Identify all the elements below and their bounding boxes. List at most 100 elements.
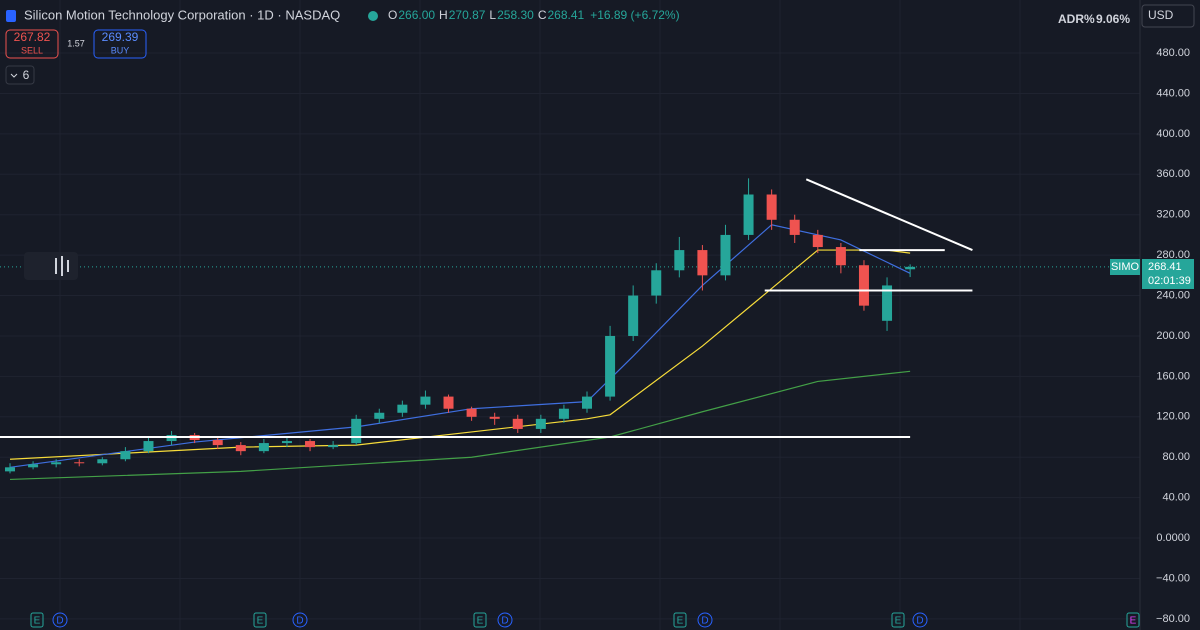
event-label: D xyxy=(296,616,303,627)
candle-body xyxy=(5,467,15,472)
candle-body xyxy=(143,441,154,452)
symbol-title: Silicon Motion Technology Corporation · … xyxy=(24,7,340,22)
candle-body xyxy=(651,270,662,296)
candle-body xyxy=(674,250,685,271)
candle-body xyxy=(235,445,246,452)
buy-button[interactable] xyxy=(93,29,147,59)
y-tick-label: 0.0000 xyxy=(1156,532,1190,544)
dividend-marker xyxy=(912,612,928,628)
candle-body xyxy=(374,412,385,419)
candle-body xyxy=(535,418,546,429)
trend-line xyxy=(805,178,973,252)
ohlc-value: 266.00 xyxy=(398,8,435,22)
badge-countdown: 02:01:39 xyxy=(1148,275,1191,287)
y-tick-label: 240.00 xyxy=(1156,289,1190,301)
candle-body xyxy=(605,335,616,397)
y-tick-label: 320.00 xyxy=(1156,209,1190,221)
candle-body xyxy=(582,396,592,409)
ohlc-key: C xyxy=(538,8,547,22)
candle-body xyxy=(812,234,823,248)
indicators-toggle[interactable] xyxy=(5,65,35,85)
candle-body xyxy=(443,396,454,409)
candle-body xyxy=(766,194,777,220)
drag-widget[interactable] xyxy=(24,252,78,280)
buy-price: 269.39 xyxy=(102,30,139,44)
candle-body xyxy=(351,418,362,444)
ohlc: O 266.00 H 270.87 L 258.30 C 268.41 xyxy=(388,8,585,22)
spread: 1.57 xyxy=(67,38,85,48)
candle-body xyxy=(166,434,177,442)
ohlc-value: 268.41 xyxy=(547,8,584,22)
sell-label: SELL xyxy=(21,45,43,55)
earnings-marker xyxy=(30,612,44,628)
candle-body xyxy=(789,219,800,235)
candle-body xyxy=(281,441,292,444)
change: +16.89 (+6.72%) xyxy=(590,8,679,22)
price-badge: SIMO 268.41 02:01:39 xyxy=(1110,259,1194,289)
candle-body xyxy=(720,234,731,276)
candle-body xyxy=(51,462,62,465)
candle-body xyxy=(466,408,477,417)
header: Silicon Motion Technology Corporation · … xyxy=(6,7,680,22)
currency-select[interactable] xyxy=(1141,4,1195,28)
y-tick-label: 80.00 xyxy=(1162,451,1190,463)
y-tick-label: 440.00 xyxy=(1156,87,1190,99)
event-label: E xyxy=(34,616,41,627)
market-status xyxy=(368,11,378,21)
y-tick-label: 400.00 xyxy=(1156,128,1190,140)
dividend-marker xyxy=(52,612,68,628)
earnings-marker xyxy=(253,612,267,628)
candle-body xyxy=(743,194,754,235)
event-label: E xyxy=(895,616,902,627)
adr-label: ADR% xyxy=(1058,12,1095,26)
candle-body xyxy=(420,396,431,405)
candle-body xyxy=(120,451,131,460)
chevron xyxy=(10,73,18,78)
event-label: D xyxy=(701,616,708,627)
currency: USD xyxy=(1148,8,1174,22)
ohlc-key: H xyxy=(439,8,448,22)
event-label: E xyxy=(477,616,484,627)
candle-body xyxy=(74,462,85,464)
earnings-marker xyxy=(891,612,905,628)
earnings-marker xyxy=(473,612,487,628)
candle-icon xyxy=(55,256,69,276)
event-label: D xyxy=(56,616,63,627)
candle-body xyxy=(628,295,639,336)
event-label: D xyxy=(916,616,923,627)
sell-button[interactable] xyxy=(5,29,59,59)
y-tick-label: −80.00 xyxy=(1156,613,1190,625)
y-tick-label: 40.00 xyxy=(1162,492,1190,504)
dividend-marker xyxy=(292,612,308,628)
candle-body xyxy=(258,443,269,452)
candle-body xyxy=(28,464,39,468)
y-tick-label: 360.00 xyxy=(1156,168,1190,180)
y-tick-label: 480.00 xyxy=(1156,47,1190,59)
earnings-marker xyxy=(673,612,687,628)
indicators-count: 6 xyxy=(23,68,30,82)
candle-body xyxy=(212,440,223,446)
sell-price: 267.82 xyxy=(14,30,51,44)
event-label: D xyxy=(501,616,508,627)
buy-label: BUY xyxy=(111,45,130,55)
candle-body xyxy=(97,459,108,464)
dividend-marker xyxy=(697,612,713,628)
candle-body xyxy=(858,265,869,306)
candle-body xyxy=(697,250,708,276)
ohlc-value: 270.87 xyxy=(449,8,486,22)
candle-body xyxy=(835,247,846,266)
moving-average xyxy=(9,249,911,460)
ohlc-value: 258.30 xyxy=(497,8,534,22)
dividend-marker xyxy=(497,612,513,628)
y-tick-label: 280.00 xyxy=(1156,249,1190,261)
y-tick-label: 160.00 xyxy=(1156,370,1190,382)
candle-body xyxy=(305,441,316,448)
ohlc-key: O xyxy=(388,8,397,22)
candle-body xyxy=(328,445,339,448)
y-tick-label: 120.00 xyxy=(1156,411,1190,423)
candle-body xyxy=(558,408,569,419)
ohlc-key: L xyxy=(489,8,496,22)
